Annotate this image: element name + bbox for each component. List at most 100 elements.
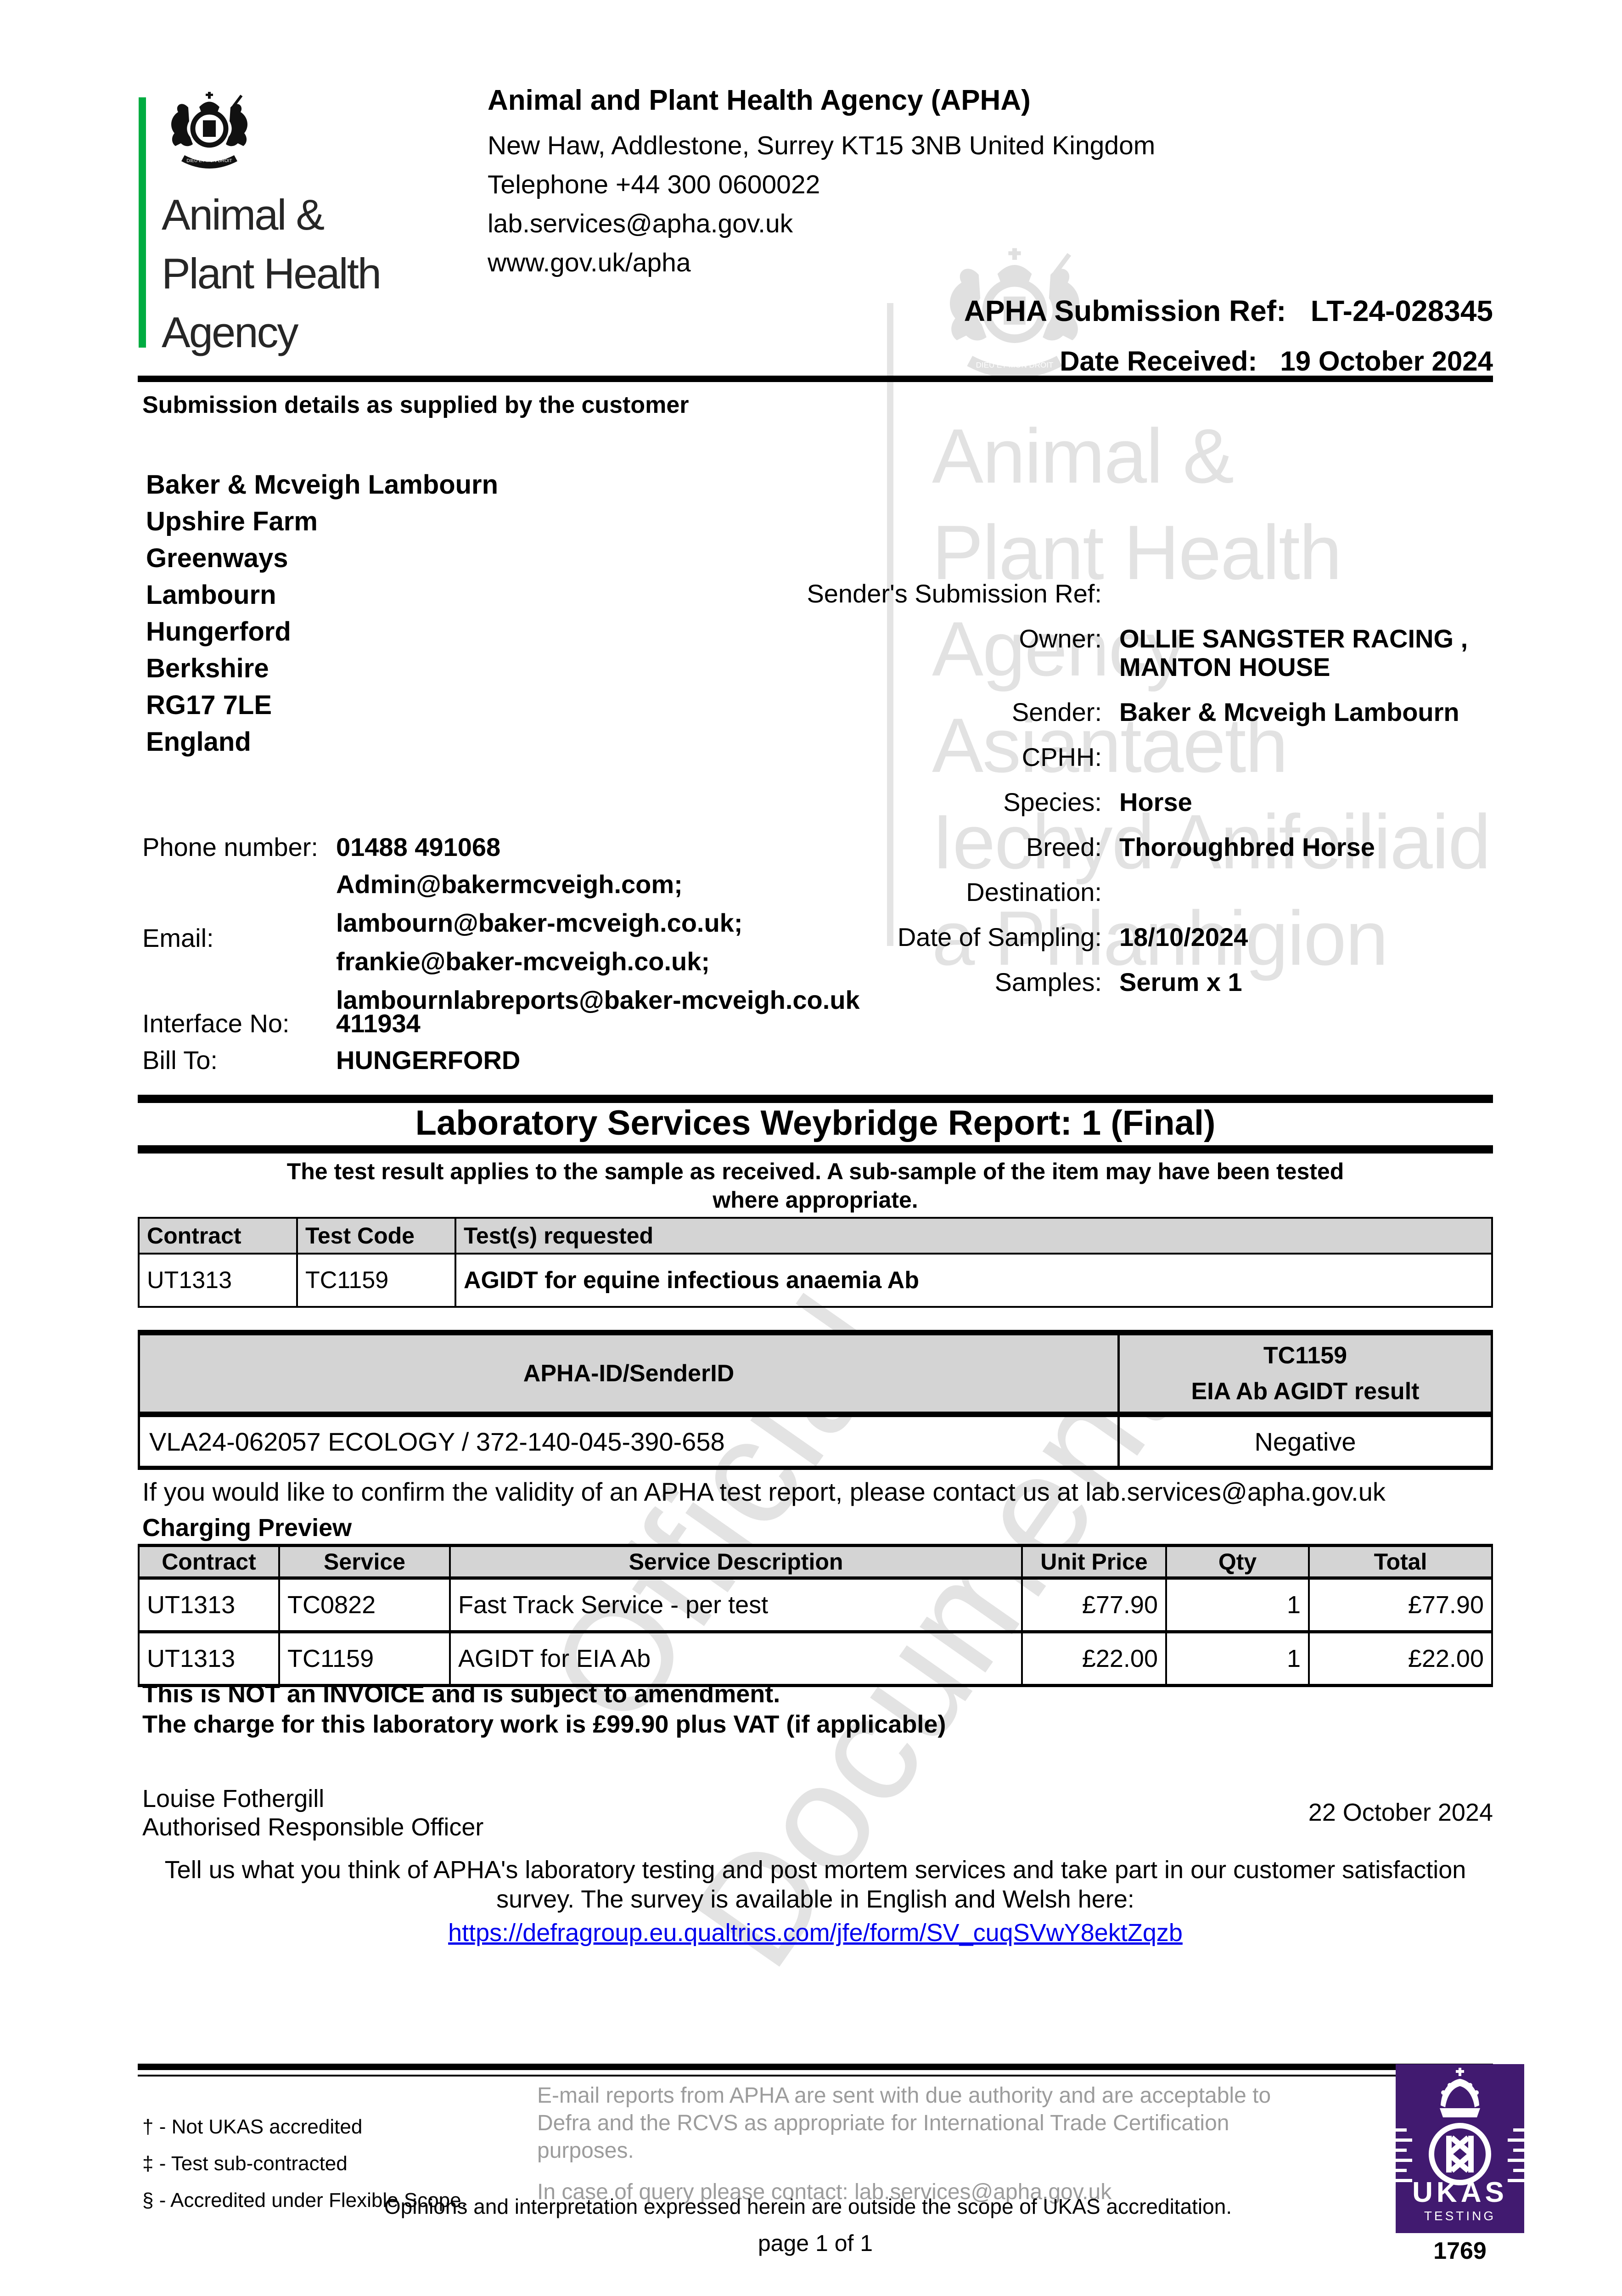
submission-ref-value: LT-24-028345 bbox=[1310, 294, 1493, 327]
charge-note-line: The charge for this laboratory work is £… bbox=[142, 1711, 946, 1738]
agency-name: Animal and Plant Health Agency (APHA) bbox=[488, 84, 1031, 116]
watermark-agency-text: Animal & Plant Health Agency Asiantaeth … bbox=[932, 408, 1491, 986]
date-received-value: 19 October 2024 bbox=[1280, 346, 1493, 377]
field-label: Date of Sampling: bbox=[897, 923, 1102, 951]
footer-divider-thin bbox=[138, 2075, 1493, 2077]
column-header-contract: Contract bbox=[138, 1544, 280, 1580]
cell-service: TC0822 bbox=[278, 1578, 451, 1633]
report-title: Laboratory Services Weybridge Report: 1 … bbox=[415, 1103, 1216, 1142]
cell-description: AGIDT for EIA Ab bbox=[449, 1632, 1023, 1687]
ukas-testing-logo: UKAS TESTING bbox=[1396, 2064, 1524, 2233]
email-values: Admin@bakermcveigh.com; lambourn@baker-m… bbox=[336, 865, 860, 1019]
cell-contract: UT1313 bbox=[138, 1253, 298, 1308]
email-authority-text: E-mail reports from APHA are sent with d… bbox=[537, 2083, 1271, 2163]
field-value: Serum x 1 bbox=[1119, 968, 1242, 996]
result-header-test-name: EIA Ab AGIDT result bbox=[1191, 1378, 1420, 1405]
cell-unit-price: £22.00 bbox=[1021, 1632, 1167, 1687]
email-value: Admin@bakermcveigh.com; bbox=[336, 870, 683, 899]
watermark-line: Plant Health bbox=[932, 509, 1342, 596]
watermark-line: Asiantaeth bbox=[932, 702, 1288, 788]
cell-result: Negative bbox=[1117, 1414, 1493, 1470]
submission-fields: Sender's Submission Ref: Owner: OLLIE SA… bbox=[744, 580, 1515, 1013]
validity-note: If you would like to confirm the validit… bbox=[142, 1477, 1386, 1506]
submission-ref-line: APHA Submission Ref: LT-24-028345 bbox=[689, 294, 1493, 328]
title-divider-bottom bbox=[138, 1145, 1493, 1154]
results-table: APHA-ID/SenderID TC1159 EIA Ab AGIDT res… bbox=[138, 1330, 1493, 1470]
address-line: Baker & Mcveigh Lambourn bbox=[146, 470, 499, 500]
footer-divider-thick bbox=[138, 2064, 1493, 2070]
invoice-note-line: This is NOT an INVOICE and is subject to… bbox=[142, 1680, 780, 1708]
cell-contract: UT1313 bbox=[138, 1578, 280, 1633]
table-row: UT1313 TC0822 Fast Track Service - per t… bbox=[138, 1578, 1493, 1633]
column-header-tests-requested: Test(s) requested bbox=[455, 1217, 1493, 1255]
accreditation-notes: † - Not UKAS accredited ‡ - Test sub-con… bbox=[142, 2109, 467, 2219]
logo-word-line: Agency bbox=[162, 308, 299, 356]
field-row-owner: Owner: OLLIE SANGSTER RACING , MANTON HO… bbox=[744, 625, 1515, 681]
field-value: Horse bbox=[1119, 788, 1192, 816]
survey-link-wrap: https://defragroup.eu.qualtrics.com/jfe/… bbox=[138, 1919, 1493, 1947]
field-label: Samples: bbox=[994, 968, 1102, 996]
address-line: Lambourn bbox=[146, 580, 276, 610]
signoff-date: 22 October 2024 bbox=[1308, 1799, 1493, 1826]
cell-description: Fast Track Service - per test bbox=[449, 1578, 1023, 1633]
bill-to-value: HUNGERFORD bbox=[336, 1046, 521, 1075]
phone-value: 01488 491068 bbox=[336, 833, 501, 861]
cell-unit-price: £77.90 bbox=[1021, 1578, 1167, 1633]
cell-service: TC1159 bbox=[278, 1632, 451, 1687]
address-line: Berkshire bbox=[146, 653, 269, 683]
date-received-line: Date Received: 19 October 2024 bbox=[689, 345, 1493, 377]
field-row-breed: Breed: Thoroughbred Horse bbox=[744, 833, 1515, 861]
result-header-test-code: TC1159 bbox=[1263, 1342, 1347, 1369]
column-header-service: Service bbox=[278, 1544, 451, 1580]
watermark-logo-bar bbox=[887, 303, 893, 946]
ukas-monogram-icon bbox=[1429, 2123, 1491, 2185]
query-contact-text: In case of query please contact: lab.ser… bbox=[537, 2180, 1112, 2204]
accreditation-note: ‡ - Test sub-contracted bbox=[142, 2152, 348, 2175]
field-row-samples: Samples: Serum x 1 bbox=[744, 968, 1515, 996]
field-label: Species: bbox=[1003, 788, 1102, 816]
phone-label: Phone number: bbox=[142, 833, 318, 861]
field-row-senders-submission-ref: Sender's Submission Ref: bbox=[744, 580, 1515, 608]
field-label: Sender: bbox=[1011, 698, 1102, 726]
signoff-name: Louise Fothergill bbox=[142, 1785, 325, 1812]
logo-word-line: Animal & bbox=[162, 191, 325, 239]
invoice-disclaimer: This is NOT an INVOICE and is subject to… bbox=[142, 1679, 946, 1739]
page-number: page 1 of 1 bbox=[758, 2230, 873, 2256]
field-label: Owner: bbox=[1019, 624, 1102, 653]
watermark-line: a Phlanhigion bbox=[932, 895, 1388, 981]
accreditation-note: § - Accredited under Flexible Scope. bbox=[142, 2189, 467, 2212]
cell-qty: 1 bbox=[1165, 1578, 1310, 1633]
watermark-line: Iechyd Anifeiliaid bbox=[932, 799, 1491, 885]
header-divider bbox=[138, 376, 1493, 382]
watermark-line: Animal & bbox=[932, 413, 1234, 499]
cell-tests-requested: AGIDT for equine infectious anaemia Ab bbox=[455, 1253, 1493, 1308]
address-line: Greenways bbox=[146, 543, 288, 573]
address-line: Hungerford bbox=[146, 617, 291, 647]
table-row: UT1313 TC1159 AGIDT for equine infectiou… bbox=[138, 1253, 1493, 1308]
field-row-date-of-sampling: Date of Sampling: 18/10/2024 bbox=[744, 923, 1515, 951]
bill-to-label: Bill To: bbox=[142, 1046, 218, 1075]
address-line: Upshire Farm bbox=[146, 506, 318, 536]
ukas-type-label: TESTING bbox=[1424, 2209, 1496, 2223]
field-label: Destination: bbox=[966, 878, 1102, 906]
address-line: England bbox=[146, 727, 251, 757]
email-value: frankie@baker-mcveigh.co.uk; bbox=[336, 947, 710, 976]
survey-link[interactable]: https://defragroup.eu.qualtrics.com/jfe/… bbox=[448, 1919, 1183, 1947]
column-header-unit-price: Unit Price bbox=[1021, 1544, 1167, 1580]
interface-no-value: 411934 bbox=[336, 1009, 421, 1038]
field-row-cphh: CPHH: bbox=[744, 743, 1515, 771]
agency-email: lab.services@apha.gov.uk bbox=[488, 209, 793, 238]
agency-contact-block: Animal and Plant Health Agency (APHA) Ne… bbox=[488, 81, 1155, 282]
column-header-total: Total bbox=[1308, 1544, 1493, 1580]
ukas-scope-note: Opinions and interpretation expressed he… bbox=[384, 2195, 1232, 2218]
signoff-role: Authorised Responsible Officer bbox=[142, 1813, 484, 1841]
signoff-block: Louise Fothergill Authorised Responsible… bbox=[142, 1784, 483, 1841]
column-header-contract: Contract bbox=[138, 1217, 298, 1255]
charging-preview-table: Contract Service Service Description Uni… bbox=[138, 1544, 1493, 1687]
table-row: VLA24-062057 ECOLOGY / 372-140-045-390-6… bbox=[138, 1414, 1493, 1470]
title-divider-top bbox=[138, 1095, 1493, 1103]
field-label: Sender's Submission Ref: bbox=[807, 579, 1102, 608]
cell-total: £77.90 bbox=[1308, 1578, 1493, 1633]
email-label: Email: bbox=[142, 923, 214, 952]
column-header-service-description: Service Description bbox=[449, 1544, 1023, 1580]
